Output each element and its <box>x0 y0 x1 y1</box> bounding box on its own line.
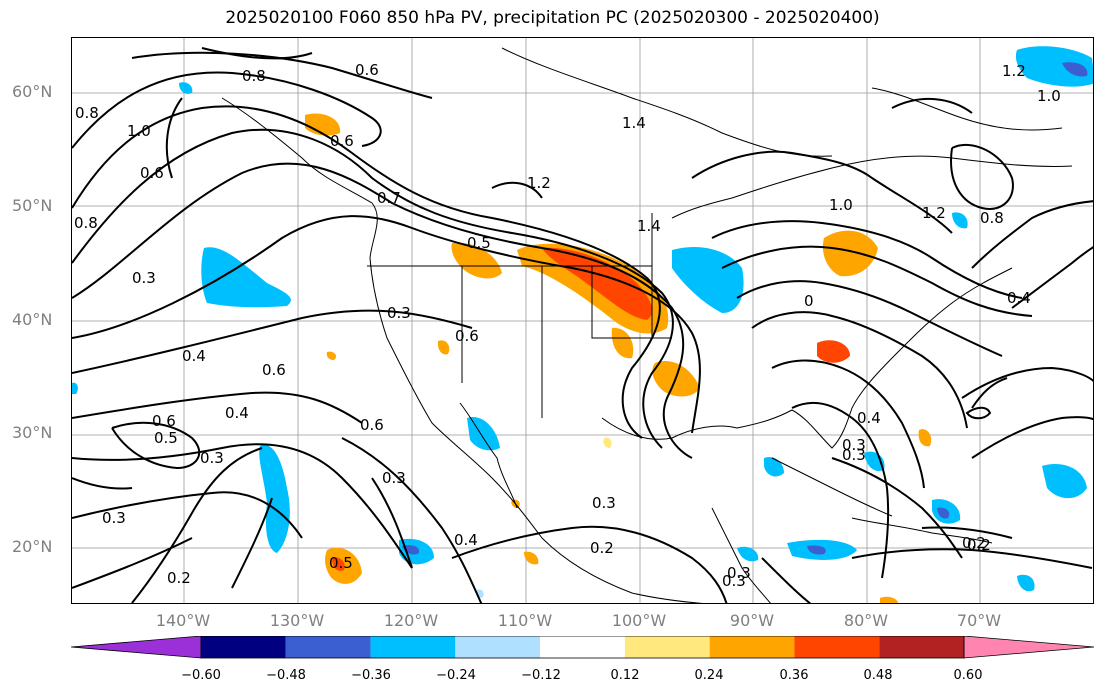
contour-label: 0.3 <box>102 509 126 527</box>
colorbar-segment <box>540 636 625 658</box>
graticule <box>72 38 1093 603</box>
lon-label-140w: 140°W <box>155 611 211 630</box>
colorbar-tick-label: 0.12 <box>610 668 640 683</box>
contour-label: 0.2 <box>962 534 986 552</box>
contour-label: 0.2 <box>167 569 191 587</box>
contour-label: 1.2 <box>922 204 946 222</box>
contour-label: 0.8 <box>980 209 1004 227</box>
lon-label-120w: 120°W <box>383 611 439 630</box>
contour-label: 0.8 <box>75 104 99 122</box>
colorbar-segment <box>285 636 371 658</box>
contour-label: 0.3 <box>727 564 751 582</box>
lon-label-130w: 130°W <box>269 611 325 630</box>
colorbar-segment <box>794 636 880 658</box>
colorbar-segment <box>71 636 202 659</box>
contour-labels: 0.8 0.6 0.6 0.8 1.0 0.6 0.8 0.7 1.2 1.4 … <box>74 61 1061 590</box>
colorbar-tick-label: −0.36 <box>351 668 391 683</box>
colorbar-tick-label: −0.60 <box>181 668 221 683</box>
contour-label: 0.2 <box>590 539 614 557</box>
colorbar-segment <box>370 636 456 658</box>
contour-label: 0.6 <box>262 361 286 379</box>
colorbar-segment <box>879 636 964 658</box>
colorbar-segment <box>201 636 286 658</box>
colorbar-tick-label: 0.60 <box>953 668 983 683</box>
lat-label-30n: 30°N <box>12 423 53 442</box>
contour-label: 0.4 <box>1007 289 1031 307</box>
contour-label: 0.2 <box>967 536 991 554</box>
lat-label-20n: 20°N <box>12 537 53 556</box>
contour-label: 0.6 <box>360 416 384 434</box>
contour-label: 1.2 <box>527 174 551 192</box>
lon-label-90w: 90°W <box>729 611 775 630</box>
map-title: 2025020100 F060 850 hPa PV, precipitatio… <box>225 8 880 28</box>
contour-label: 0.3 <box>842 436 866 454</box>
contour-label: 0.3 <box>200 449 224 467</box>
contour-label: 0.3 <box>132 269 156 287</box>
map-canvas: 0.8 0.6 0.6 0.8 1.0 0.6 0.8 0.7 1.2 1.4 … <box>72 38 1093 603</box>
contour-label: 0.6 <box>455 327 479 345</box>
contour-label: 0.6 <box>330 132 354 150</box>
colorbar-tick-label: −0.12 <box>521 668 561 683</box>
negative-shading <box>72 46 1093 598</box>
lat-label-60n: 60°N <box>12 82 53 101</box>
contour-label: 0.5 <box>329 554 353 572</box>
contour-label: 1.2 <box>1002 62 1026 80</box>
colorbar-segment <box>455 636 541 658</box>
pv-contours <box>72 47 1093 603</box>
contour-label: 0.5 <box>467 234 491 252</box>
contour-label: 0.4 <box>182 347 206 365</box>
contour-label: 0 <box>804 292 814 310</box>
contour-label: 0.6 <box>355 61 379 79</box>
contour-label: 0.3 <box>382 469 406 487</box>
contour-label: 1.0 <box>1037 87 1061 105</box>
contour-label: 0.3 <box>387 304 411 322</box>
colorbar-tick-label: −0.48 <box>266 668 306 683</box>
colorbar-tick-label: 0.24 <box>694 668 724 683</box>
lon-label-80w: 80°W <box>843 611 889 630</box>
lat-label-40n: 40°N <box>12 310 53 329</box>
colorbar-segment <box>624 636 710 658</box>
lon-label-70w: 70°W <box>956 611 1002 630</box>
contour-label: 0.7 <box>377 189 401 207</box>
contour-label: 0.6 <box>140 164 164 182</box>
lon-label-110w: 110°W <box>497 611 553 630</box>
lon-label-100w: 100°W <box>611 611 667 630</box>
colorbar-segments <box>71 636 1094 659</box>
lat-label-50n: 50°N <box>12 196 53 215</box>
contour-label: 0.5 <box>154 429 178 447</box>
colorbar-segment <box>963 636 1094 659</box>
contour-label: 0.3 <box>722 572 746 590</box>
colorbar-outline <box>200 636 965 659</box>
contour-label: 0.8 <box>74 214 98 232</box>
map-panel: 0.8 0.6 0.6 0.8 1.0 0.6 0.8 0.7 1.2 1.4 … <box>71 37 1094 604</box>
colorbar-segment <box>709 636 795 658</box>
colorbar-tick-label: −0.24 <box>436 668 476 683</box>
contour-label: 0.8 <box>242 67 266 85</box>
colorbar-tick-label: 0.48 <box>863 668 893 683</box>
contour-label: 0.4 <box>225 404 249 422</box>
contour-label: 0.3 <box>592 494 616 512</box>
contour-label: 0.4 <box>454 531 478 549</box>
contour-label: 1.4 <box>637 217 661 235</box>
contour-label: 1.0 <box>829 196 853 214</box>
contour-label: 0.6 <box>152 412 176 430</box>
contour-label: 0.4 <box>857 409 881 427</box>
contour-label: 1.0 <box>127 122 151 140</box>
contour-label: 0.3 <box>842 446 866 464</box>
contour-label: 1.4 <box>622 114 646 132</box>
colorbar <box>71 636 1094 659</box>
colorbar-tick-label: 0.36 <box>779 668 809 683</box>
